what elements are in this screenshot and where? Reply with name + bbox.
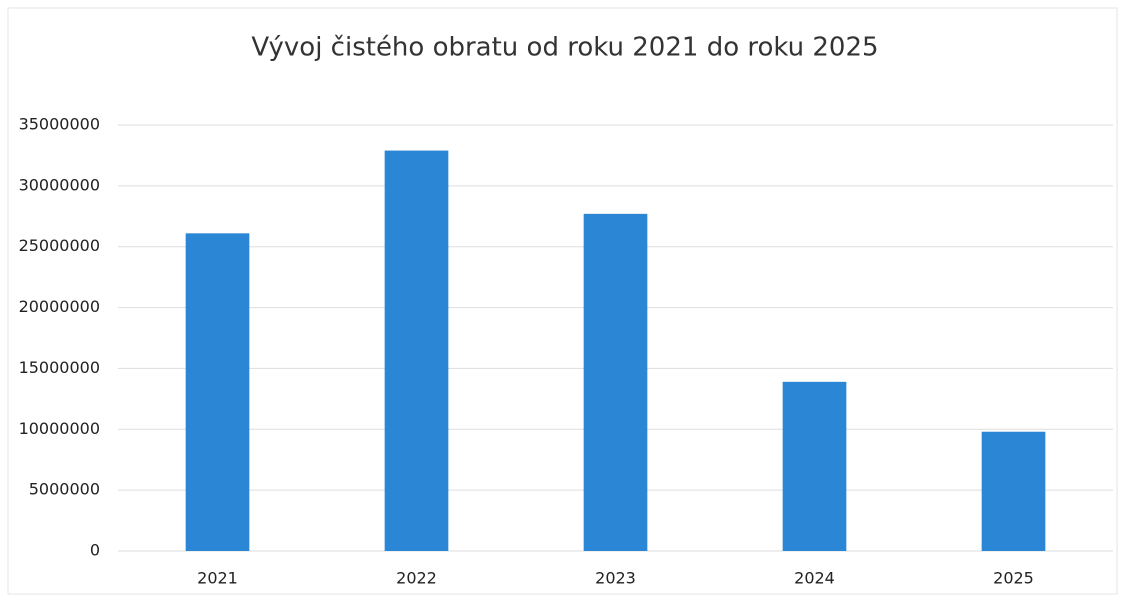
x-tick-label: 2022: [396, 569, 437, 588]
bar: [583, 213, 648, 551]
bar: [782, 381, 847, 551]
bar: [981, 431, 1046, 551]
y-tick-label: 25000000: [19, 236, 100, 255]
y-tick-label: 35000000: [19, 115, 100, 134]
x-tick-label: 2021: [197, 569, 238, 588]
x-tick-label: 2023: [595, 569, 636, 588]
bar: [185, 233, 250, 551]
y-tick-label: 30000000: [19, 175, 100, 194]
y-tick-label: 10000000: [19, 419, 100, 438]
y-tick-label: 20000000: [19, 297, 100, 316]
y-tick-label: 15000000: [19, 358, 100, 377]
x-tick-label: 2024: [794, 569, 835, 588]
chart-frame: [7, 7, 1118, 595]
y-tick-label: 0: [90, 541, 100, 560]
chart-title: Vývoj čistého obratu od roku 2021 do rok…: [251, 33, 878, 63]
x-tick-label: 2025: [993, 569, 1034, 588]
bar: [384, 150, 449, 551]
y-tick-label: 5000000: [29, 480, 100, 499]
